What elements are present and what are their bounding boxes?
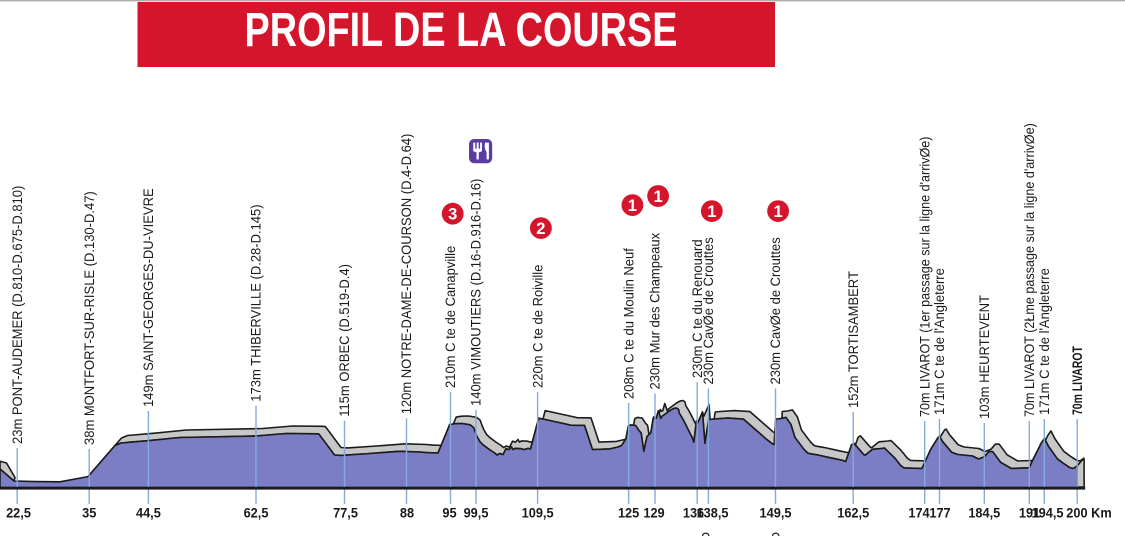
svg-text:200 Km: 200 Km <box>1066 505 1111 521</box>
svg-text:149,5: 149,5 <box>760 505 792 521</box>
svg-text:125: 125 <box>618 505 640 521</box>
svg-text:PROFIL DE LA COURSE: PROFIL DE LA COURSE <box>245 4 678 58</box>
svg-text:230m C te du Renouard: 230m C te du Renouard <box>690 239 705 378</box>
svg-text:173m THIBERVILLE (D.28-D.145): 173m THIBERVILLE (D.28-D.145) <box>249 204 264 401</box>
svg-text:109,5: 109,5 <box>522 505 554 521</box>
svg-text:1: 1 <box>707 203 716 221</box>
svg-text:3: 3 <box>448 206 457 224</box>
svg-text:152m TORTISAMBERT: 152m TORTISAMBERT <box>846 271 861 408</box>
svg-text:1: 1 <box>654 188 663 206</box>
svg-text:171m C te de l'Angleterre: 171m C te de l'Angleterre <box>1037 268 1052 415</box>
svg-text:70m LIVAROT: 70m LIVAROT <box>1070 346 1086 415</box>
svg-text:138,5: 138,5 <box>697 505 729 521</box>
svg-text:184,5: 184,5 <box>968 505 1000 521</box>
svg-text:103m HEURTEVENT: 103m HEURTEVENT <box>977 295 992 419</box>
svg-text:95: 95 <box>442 505 457 521</box>
svg-text:149m SAINT-GEORGES-DU-VIEVRE: 149m SAINT-GEORGES-DU-VIEVRE <box>141 188 156 407</box>
svg-text:88: 88 <box>400 505 415 521</box>
svg-text:230m CavØe de Crouttes: 230m CavØe de Crouttes <box>701 237 716 385</box>
svg-text:70m LIVAROT (2Łme passage sur: 70m LIVAROT (2Łme passage sur la ligne d… <box>1022 123 1037 417</box>
svg-text:194,5: 194,5 <box>1032 505 1064 521</box>
svg-text:162,5: 162,5 <box>837 505 869 521</box>
svg-text:1: 1 <box>628 197 637 215</box>
svg-text:99,5: 99,5 <box>464 505 489 521</box>
svg-text:23m PONT-AUDEMER (D.810-D.675-: 23m PONT-AUDEMER (D.810-D.675-D.810) <box>10 186 25 444</box>
svg-text:62,5: 62,5 <box>244 505 269 521</box>
svg-text:230m CavØe de Crouttes: 230m CavØe de Crouttes <box>768 237 783 385</box>
svg-text:136: 136 <box>683 505 705 521</box>
svg-text:38m MONTFORT-SUR-RISLE (D.130-: 38m MONTFORT-SUR-RISLE (D.130-D.47) <box>82 191 97 445</box>
svg-text:1: 1 <box>774 203 783 221</box>
svg-text:77,5: 77,5 <box>333 505 358 521</box>
svg-text:230m Mur des Champeaux: 230m Mur des Champeaux <box>648 232 663 389</box>
svg-text:22,5: 22,5 <box>6 505 31 521</box>
svg-text:208m C te du Moulin Neuf: 208m C te du Moulin Neuf <box>621 248 636 399</box>
svg-text:220m C te de Roiville: 220m C te de Roiville <box>530 265 545 388</box>
svg-text:70m LIVAROT (1er passage sur l: 70m LIVAROT (1er passage sur la ligne d'… <box>917 137 932 417</box>
svg-text:210m C te de Canapville: 210m C te de Canapville <box>443 246 458 388</box>
svg-text:177: 177 <box>929 505 950 521</box>
svg-text:2: 2 <box>536 220 545 238</box>
svg-text:174: 174 <box>908 505 930 521</box>
svg-text:44,5: 44,5 <box>136 505 161 521</box>
svg-text:171m C te de l'Angleterre: 171m C te de l'Angleterre <box>932 268 947 415</box>
svg-text:35: 35 <box>82 505 97 521</box>
svg-text:115m ORBEC (D.519-D.4): 115m ORBEC (D.519-D.4) <box>337 264 352 417</box>
svg-text:129: 129 <box>643 505 664 521</box>
svg-text:120m NOTRE-DAME-DE-COURSON (D.: 120m NOTRE-DAME-DE-COURSON (D.4-D.64) <box>399 134 414 415</box>
svg-text:140m VIMOUTIERS (D.16-D.916-D.: 140m VIMOUTIERS (D.16-D.916-D.16) <box>469 179 484 406</box>
svg-text:191: 191 <box>1019 505 1041 521</box>
